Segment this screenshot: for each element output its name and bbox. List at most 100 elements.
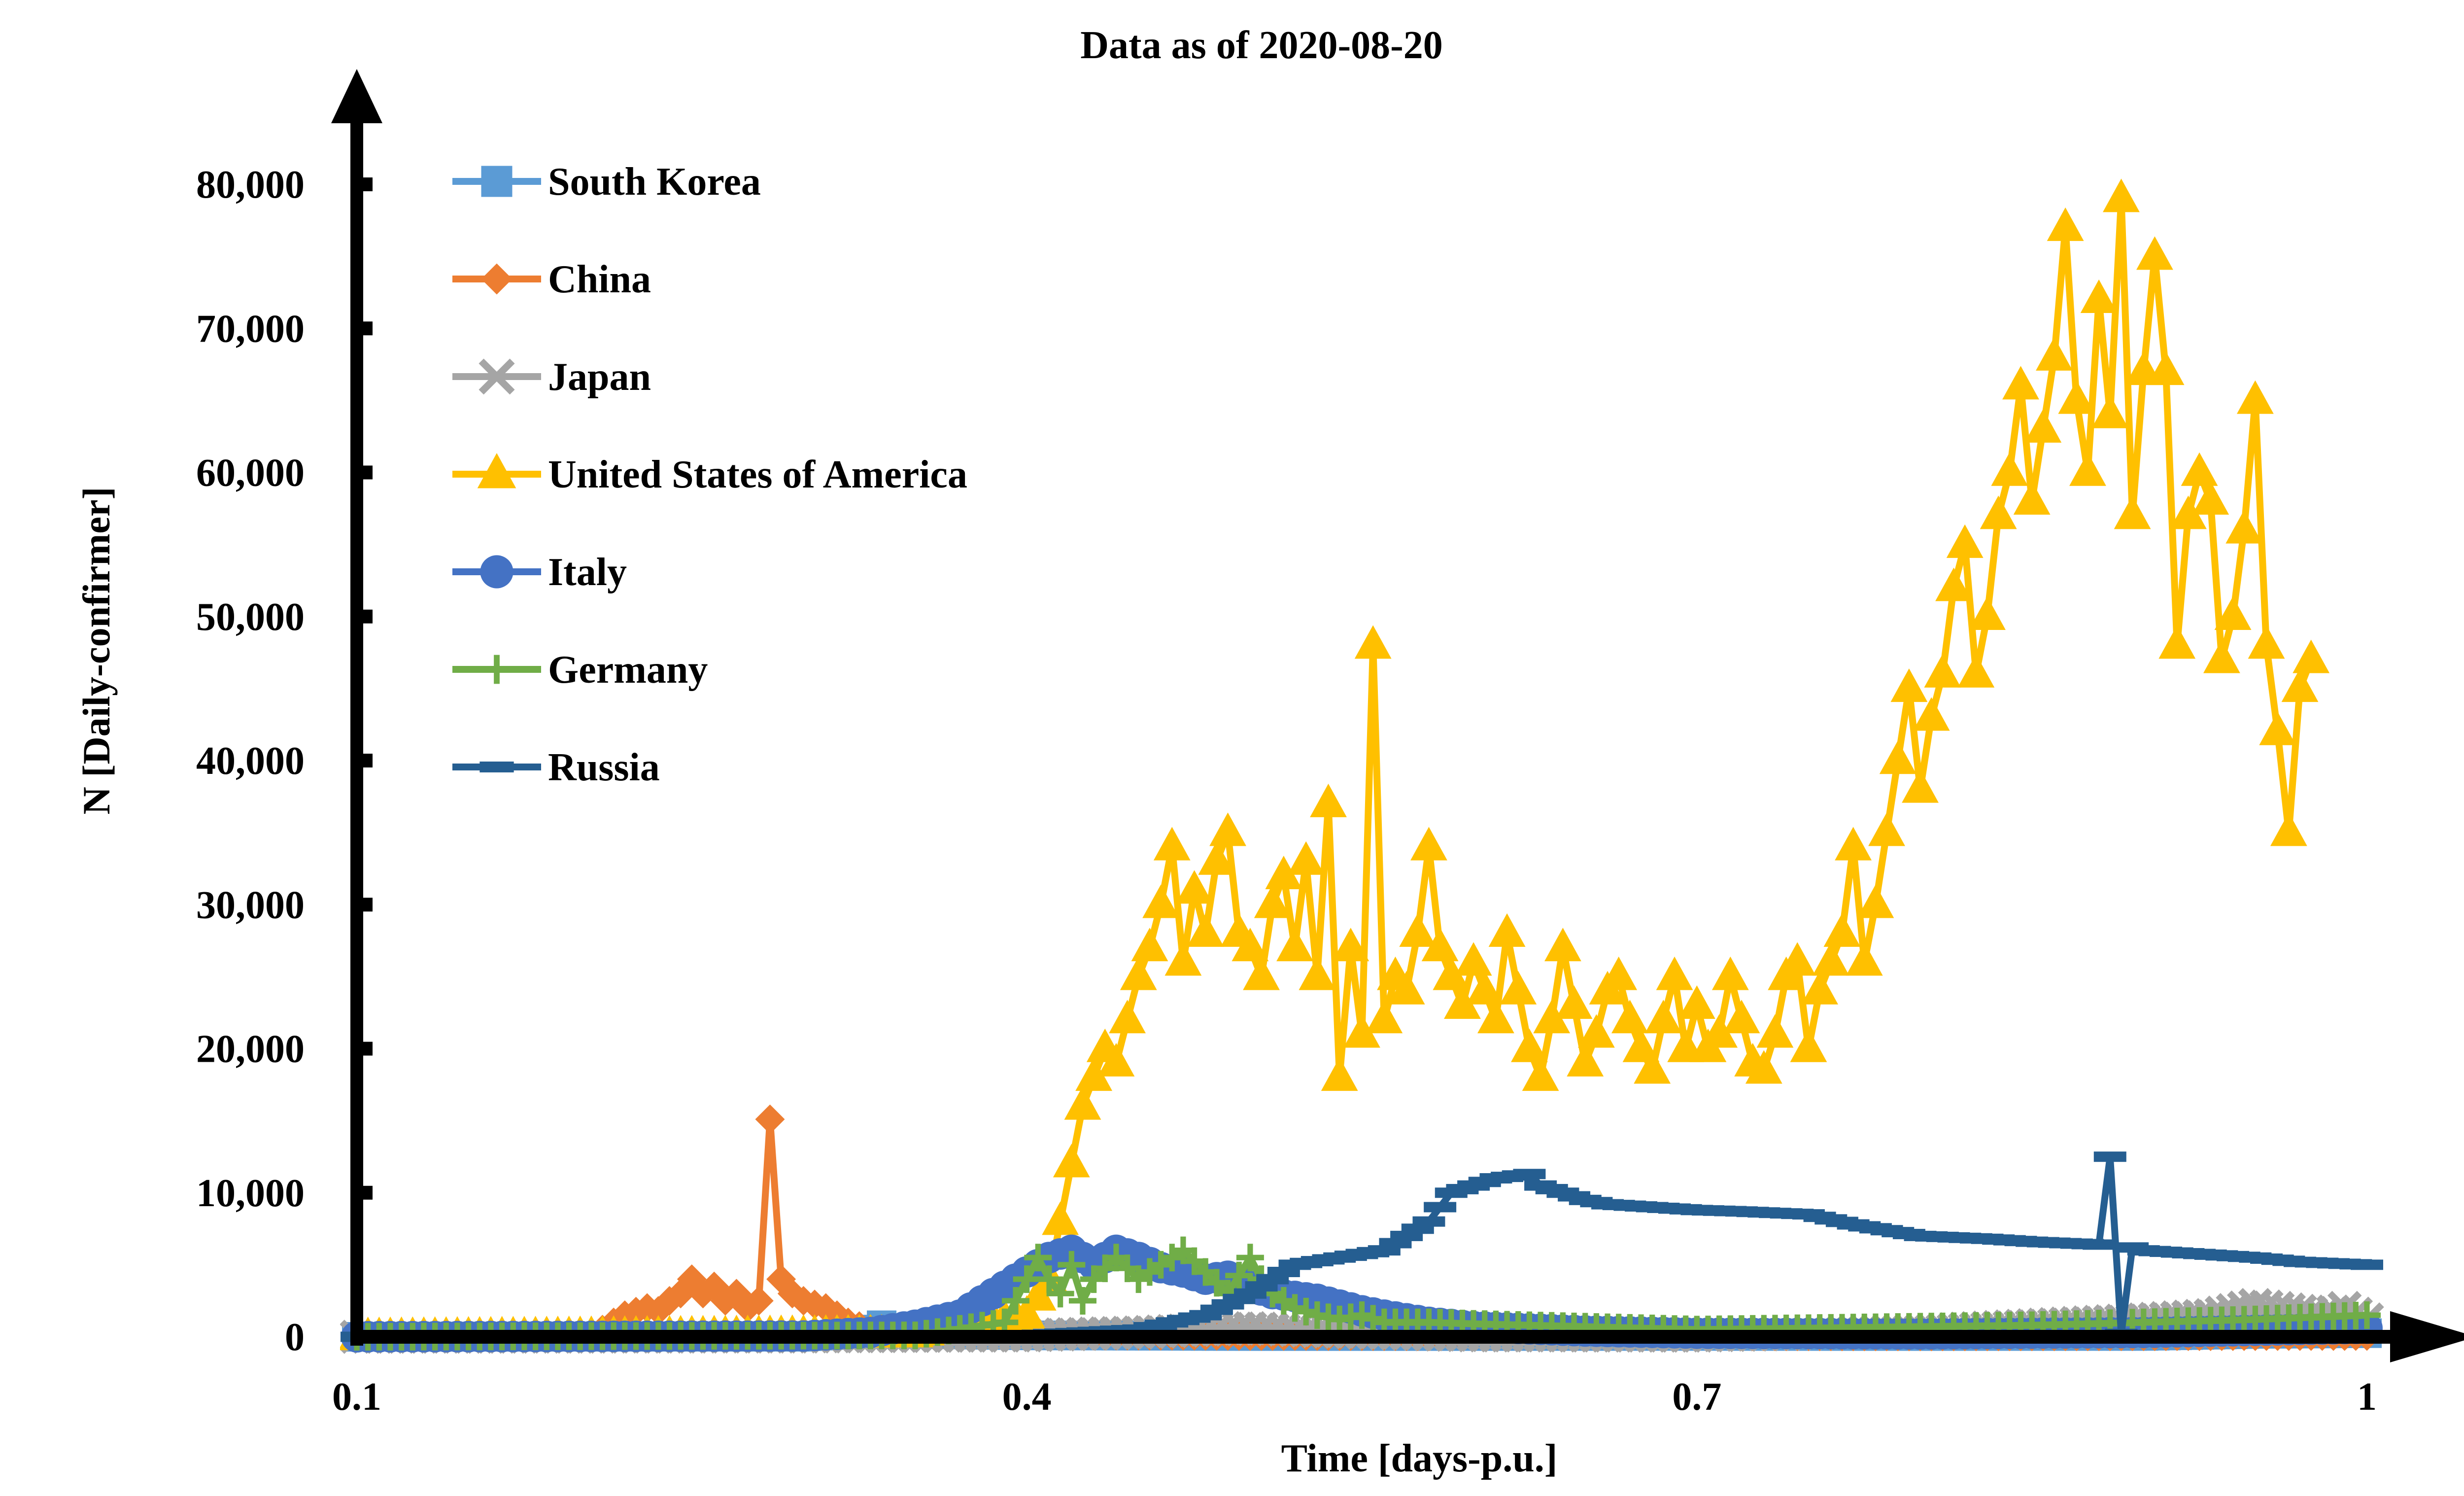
data-point <box>1024 1244 1052 1272</box>
y-tick-label: 0 <box>285 1316 305 1359</box>
data-point <box>1835 827 1872 861</box>
data-point <box>2181 452 2218 486</box>
data-point <box>1433 956 1470 990</box>
data-point <box>1477 1000 1514 1034</box>
data-point <box>1634 1050 1671 1084</box>
data-point <box>1522 1057 1559 1091</box>
data-point <box>1957 654 1995 688</box>
data-point <box>1711 956 1749 990</box>
data-point <box>2248 625 2285 659</box>
y-tick-label: 80,000 <box>196 163 305 207</box>
data-point <box>1310 783 1347 817</box>
data-point <box>1879 740 1916 774</box>
data-point <box>1153 827 1191 861</box>
data-point <box>2236 380 2274 414</box>
data-point <box>2270 812 2307 846</box>
data-point <box>1164 942 1202 976</box>
data-point <box>1980 495 2017 529</box>
data-point <box>1142 884 1179 918</box>
data-point <box>1656 956 1693 990</box>
legend-label: Germany <box>548 648 708 692</box>
data-point <box>1555 985 1593 1019</box>
legend-item-japan: Japan <box>452 355 651 399</box>
data-point <box>1779 942 1816 976</box>
legend: South Korea China Japan United States of Am… <box>452 160 967 789</box>
data-point <box>1068 1287 1096 1315</box>
x-axis-title: Time [days-p.u.] <box>1281 1437 1558 1480</box>
legend-item-china: China <box>452 258 651 301</box>
data-point <box>2103 178 2140 212</box>
y-tick-mark <box>357 609 373 624</box>
data-point <box>1225 1261 1253 1289</box>
data-point <box>1935 567 1972 601</box>
data-point <box>1801 971 1839 1005</box>
legend-marker <box>481 166 513 197</box>
data-point <box>1332 928 1369 962</box>
legend-label: Japan <box>548 355 651 399</box>
legend-marker <box>482 655 512 684</box>
data-point <box>2281 668 2319 702</box>
legend-item-russia: Russia <box>452 746 660 789</box>
data-point <box>1058 1251 1086 1279</box>
data-point <box>1236 1244 1264 1272</box>
y-axis-arrow <box>331 69 382 123</box>
data-point <box>1412 1216 1445 1227</box>
data-point <box>1131 928 1168 962</box>
data-point <box>1622 1028 1660 1062</box>
y-tick-mark <box>357 1330 373 1344</box>
data-point <box>1890 668 1928 702</box>
legend-marker <box>477 453 516 488</box>
data-point <box>2013 481 2051 515</box>
data-point <box>2002 366 2039 400</box>
data-point <box>1232 928 1269 962</box>
data-point <box>2225 510 2263 544</box>
x-tick-label: 0.4 <box>1002 1375 1052 1419</box>
y-tick-label: 50,000 <box>196 595 305 639</box>
data-point <box>2214 596 2252 630</box>
data-point <box>1097 1043 1135 1077</box>
data-point <box>1276 928 1313 962</box>
data-point <box>2058 380 2095 414</box>
data-point <box>1053 1144 1090 1178</box>
data-point <box>1946 524 1984 558</box>
data-point <box>1511 1028 1548 1062</box>
axis-layer: 0 10,000 20,000 30,000 40,000 50,000 60,000 70,… <box>196 69 2464 1419</box>
data-point <box>1035 1265 1063 1293</box>
data-point <box>1299 956 1336 990</box>
data-point <box>1421 928 1459 962</box>
data-point <box>2091 394 2129 428</box>
legend-item-united-states-of-america: United States of America <box>452 453 967 496</box>
data-point <box>1254 884 1291 918</box>
data-point <box>1846 942 1883 976</box>
legend-label: South Korea <box>548 160 761 204</box>
data-point <box>1455 942 1492 976</box>
chart-title: Data as of 2020-08-20 <box>1080 24 1442 67</box>
y-tick-label: 10,000 <box>196 1172 305 1215</box>
data-point <box>1857 884 1894 918</box>
data-point <box>2170 495 2207 529</box>
y-tick-label: 40,000 <box>196 739 305 783</box>
legend-label: United States of America <box>548 453 967 496</box>
data-point <box>1756 1014 1794 1048</box>
data-point <box>1075 1057 1113 1091</box>
data-point <box>2024 409 2062 443</box>
data-point <box>1567 1043 1604 1077</box>
x-tick-label: 0.1 <box>332 1375 381 1419</box>
data-point <box>1424 1202 1457 1213</box>
data-point <box>2203 639 2240 673</box>
y-tick-label: 60,000 <box>196 452 305 495</box>
data-point <box>1812 942 1849 976</box>
data-point <box>1120 956 1157 990</box>
data-point <box>2083 1239 2116 1250</box>
data-point <box>1265 856 1302 889</box>
data-point <box>1064 1086 1101 1120</box>
x-tick-label: 1 <box>2357 1375 2377 1419</box>
data-point <box>1544 928 1581 962</box>
data-point <box>1209 812 1246 846</box>
data-point <box>1366 1000 1403 1034</box>
data-point <box>1823 913 1861 947</box>
data-point <box>1533 1000 1571 1034</box>
data-point <box>2036 337 2073 371</box>
data-point <box>1399 913 1437 947</box>
data-point <box>1466 971 1504 1005</box>
